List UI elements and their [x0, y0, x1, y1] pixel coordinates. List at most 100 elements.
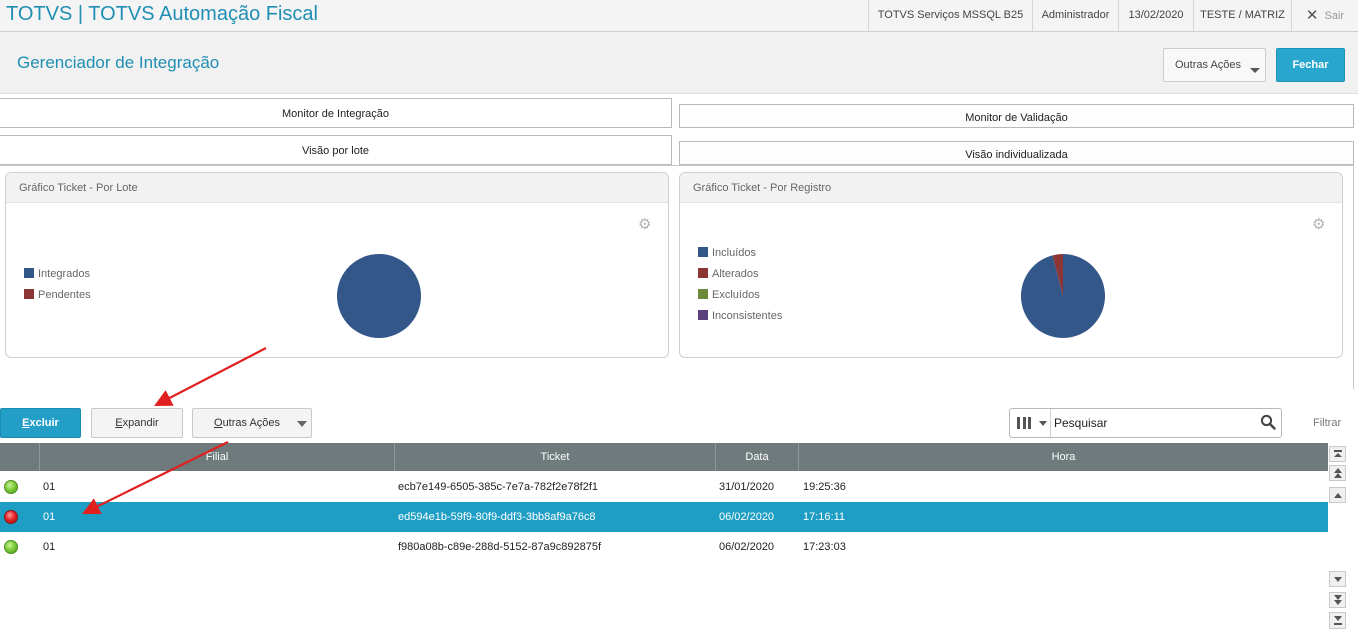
column-header-hora[interactable]: Hora: [799, 443, 1328, 471]
filter-link[interactable]: Filtrar: [1313, 417, 1342, 429]
chevron-down-icon: [1250, 68, 1260, 73]
cell-hora: 17:16:11: [803, 511, 846, 523]
ticket-table: Filial Ticket Data Hora 01 ecb7e149-6505…: [0, 443, 1328, 629]
cell-ticket: f980a08b-c89e-288d-5152-87a9c892875f: [398, 541, 602, 553]
search-box: [1009, 408, 1282, 438]
chart-card-registro: Gráfico Ticket - Por Registro ⚙ Incluído…: [679, 172, 1343, 358]
search-input[interactable]: [1054, 413, 1250, 433]
status-ok-icon: [4, 540, 18, 554]
legend-item-integrados[interactable]: Integrados: [24, 268, 90, 280]
legend-item-alterados[interactable]: Alterados: [698, 268, 758, 280]
column-header-data[interactable]: Data: [716, 443, 799, 471]
scroll-up-button[interactable]: [1329, 487, 1346, 503]
cell-data: 06/02/2020: [719, 511, 775, 523]
other-actions-accel: O: [214, 417, 223, 429]
chevron-up-icon: [1334, 453, 1342, 457]
column-header-status: [0, 443, 40, 471]
table-row-selected[interactable]: 01 ed594e1b-59f9-80f9-ddf3-3bb8af9a76c8 …: [0, 502, 1328, 532]
exit-button[interactable]: ✕ Sair: [1291, 0, 1358, 31]
column-header-ticket[interactable]: Ticket: [395, 443, 716, 471]
table-row[interactable]: 01 f980a08b-c89e-288d-5152-87a9c892875f …: [0, 532, 1328, 562]
pie-slice-integrados[interactable]: [337, 254, 421, 338]
legend-item-excluidos[interactable]: Excluídos: [698, 289, 760, 301]
tab-monitor-validacao[interactable]: Monitor de Validação: [679, 104, 1354, 128]
chevron-down-icon: [1334, 577, 1342, 582]
chevron-down-icon: [1334, 595, 1342, 600]
charts-panel: [0, 165, 1354, 389]
expand-accel: E: [115, 417, 123, 429]
close-icon: ✕: [1305, 7, 1319, 24]
delete-button[interactable]: Excluir: [0, 408, 81, 438]
gear-icon[interactable]: ⚙: [638, 216, 652, 233]
expand-button[interactable]: Expandir: [91, 408, 183, 438]
table-row[interactable]: 01 ecb7e149-6505-385c-7e7a-782f2e78f2f1 …: [0, 472, 1328, 502]
legend-swatch: [698, 268, 708, 278]
chevron-up-icon: [1334, 468, 1342, 473]
top-bar: TOTVS | TOTVS Automação Fiscal TOTVS Ser…: [0, 0, 1358, 32]
legend-label: Integrados: [38, 268, 90, 280]
branch-info[interactable]: TESTE / MATRIZ: [1193, 0, 1291, 31]
bar-icon: [1334, 623, 1342, 625]
close-page-button[interactable]: Fechar: [1276, 48, 1345, 82]
cell-ticket: ed594e1b-59f9-80f9-ddf3-3bb8af9a76c8: [398, 511, 596, 523]
pie-chart-registro: [1021, 254, 1105, 338]
search-icon[interactable]: [1260, 414, 1276, 430]
cell-filial: 01: [43, 541, 56, 553]
scroll-page-up-button[interactable]: [1329, 465, 1346, 481]
chevron-up-icon: [1334, 473, 1342, 478]
legend-swatch: [698, 310, 708, 320]
legend-swatch: [24, 289, 34, 299]
chart-card-lote: Gráfico Ticket - Por Lote ⚙ Integrados P…: [5, 172, 669, 358]
scroll-top-button[interactable]: [1329, 446, 1346, 462]
legend-label: Inconsistentes: [712, 310, 783, 322]
scroll-down-button[interactable]: [1329, 571, 1346, 587]
scroll-page-down-button[interactable]: [1329, 592, 1346, 608]
legend-item-inconsistentes[interactable]: Inconsistentes: [698, 310, 782, 322]
chevron-down-icon: [1334, 616, 1342, 621]
other-actions-button[interactable]: Outras Ações: [192, 408, 312, 438]
cell-hora: 17:23:03: [803, 541, 846, 553]
other-actions-header-label: Outras Ações: [1175, 59, 1242, 71]
expand-label: xpandir: [122, 417, 159, 429]
legend-swatch: [698, 289, 708, 299]
legend-item-pendentes[interactable]: Pendentes: [24, 289, 91, 301]
tab-visao-lote[interactable]: Visão por lote: [0, 135, 672, 165]
chevron-up-icon: [1334, 493, 1342, 498]
bar-icon: [1334, 450, 1342, 452]
columns-button[interactable]: [1010, 409, 1051, 437]
legend-label: Alterados: [712, 268, 759, 280]
column-header-filial[interactable]: Filial: [40, 443, 395, 471]
chevron-down-icon: [1039, 421, 1047, 426]
delete-label: xcluir: [29, 417, 59, 429]
columns-icon: [1017, 417, 1031, 429]
gear-icon[interactable]: ⚙: [1312, 216, 1326, 233]
chevron-down-icon: [297, 421, 307, 427]
other-actions-label: utras Ações: [222, 417, 281, 429]
legend-label: Excluídos: [712, 289, 760, 301]
chart-title-lote: Gráfico Ticket - Por Lote: [6, 173, 668, 203]
page-title: Gerenciador de Integração: [17, 53, 220, 72]
tab-visao-individualizada[interactable]: Visão individualizada: [679, 141, 1354, 165]
status-ok-icon: [4, 480, 18, 494]
delete-accel: E: [22, 417, 30, 429]
cell-data: 31/01/2020: [719, 481, 775, 493]
legend-swatch: [698, 247, 708, 257]
cell-data: 06/02/2020: [719, 541, 775, 553]
legend-label: Incluídos: [712, 247, 757, 259]
legend-label: Pendentes: [38, 289, 91, 301]
tab-monitor-integracao[interactable]: Monitor de Integração: [0, 98, 672, 128]
user-info: Administrador: [1032, 0, 1118, 31]
exit-label: Sair: [1324, 10, 1345, 22]
cell-filial: 01: [43, 511, 56, 523]
pie-slice-alterados[interactable]: [1052, 254, 1063, 296]
app-title: TOTVS | TOTVS Automação Fiscal: [6, 3, 318, 25]
legend-item-incluidos[interactable]: Incluídos: [698, 247, 756, 259]
other-actions-header-button[interactable]: Outras Ações: [1163, 48, 1266, 82]
pie-chart-lote: [337, 254, 421, 338]
cell-filial: 01: [43, 481, 56, 493]
legend-swatch: [24, 268, 34, 278]
scroll-bottom-button[interactable]: [1329, 612, 1346, 629]
status-error-icon: [4, 510, 18, 524]
chevron-down-icon: [1334, 600, 1342, 605]
cell-hora: 19:25:36: [803, 481, 846, 493]
